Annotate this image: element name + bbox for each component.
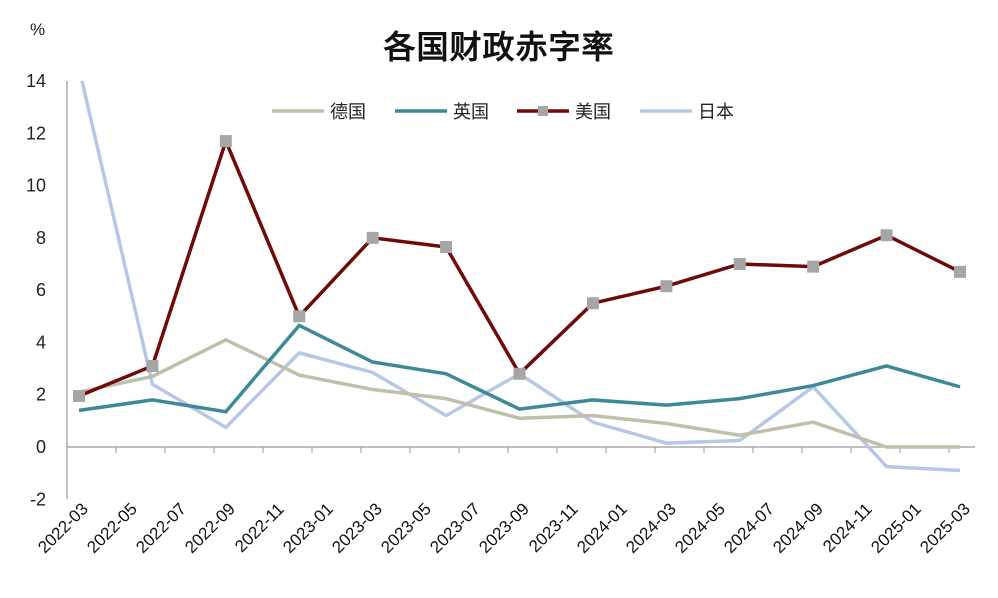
us-data-marker [954,265,966,278]
y-tick-label: 6 [36,280,46,300]
legend-label-uk: 英国 [453,102,489,123]
y-tick-label: 8 [36,228,46,248]
x-tick-label: 2022-09 [181,499,239,557]
x-tick-label: 2022-05 [83,499,141,557]
y-tick-label: 2 [36,385,46,405]
x-tick-label: 2024-07 [720,499,778,557]
y-axis-unit-label: % [30,20,46,39]
y-tick-label: 10 [26,176,46,196]
x-tick-label: 2023-05 [377,499,435,557]
x-tick-label: 2024-05 [671,499,729,557]
legend-label-japan: 日本 [698,102,734,123]
us-data-marker [219,135,232,148]
chart-title: 各国财政赤字率 [383,28,615,66]
us-data-marker [146,359,159,372]
legend-label-germany: 德国 [330,102,366,123]
series-line-us [78,136,961,398]
legend-marker-icon [538,106,548,116]
us-data-marker [366,231,379,244]
us-data-marker [586,297,599,310]
us-data-marker [807,260,820,273]
series-lines [73,81,966,473]
x-tick-label: 2024-09 [769,499,827,557]
us-data-marker [733,258,746,270]
x-tick-label: 2023-11 [525,499,582,556]
us-data-marker [293,310,306,323]
x-tick-label: 2024-03 [622,499,680,557]
us-data-marker [660,280,673,293]
legend: 德国 英国 美国 日本 [272,102,734,123]
x-tick-label: 2023-03 [328,499,386,557]
y-tick-label: -2 [30,489,46,509]
x-tick-label: 2023-07 [426,499,484,557]
us-data-marker [440,241,453,254]
x-tick-label: 2025-01 [867,499,925,557]
series-line-uk [78,323,961,414]
us-data-marker [880,229,893,242]
x-tick-label: 2022-07 [132,499,190,557]
x-tick-label: 2023-09 [475,499,533,557]
y-tick-label: 12 [26,123,46,143]
x-tick-label: 2023-01 [279,499,337,557]
legend-label-us: 美国 [575,102,611,123]
x-tick-label: 2025-03 [916,499,974,557]
x-tick-label: 2022-11 [231,499,288,556]
y-tick-label: 14 [26,71,46,91]
us-data-marker [513,367,526,380]
y-tick-label: 4 [36,332,46,352]
series-line-germany [78,337,960,449]
x-tick-label: 2024-11 [819,499,876,556]
x-tick-label: 2024-01 [573,499,631,557]
us-data-marker [73,390,85,403]
y-tick-label: 0 [36,437,46,457]
